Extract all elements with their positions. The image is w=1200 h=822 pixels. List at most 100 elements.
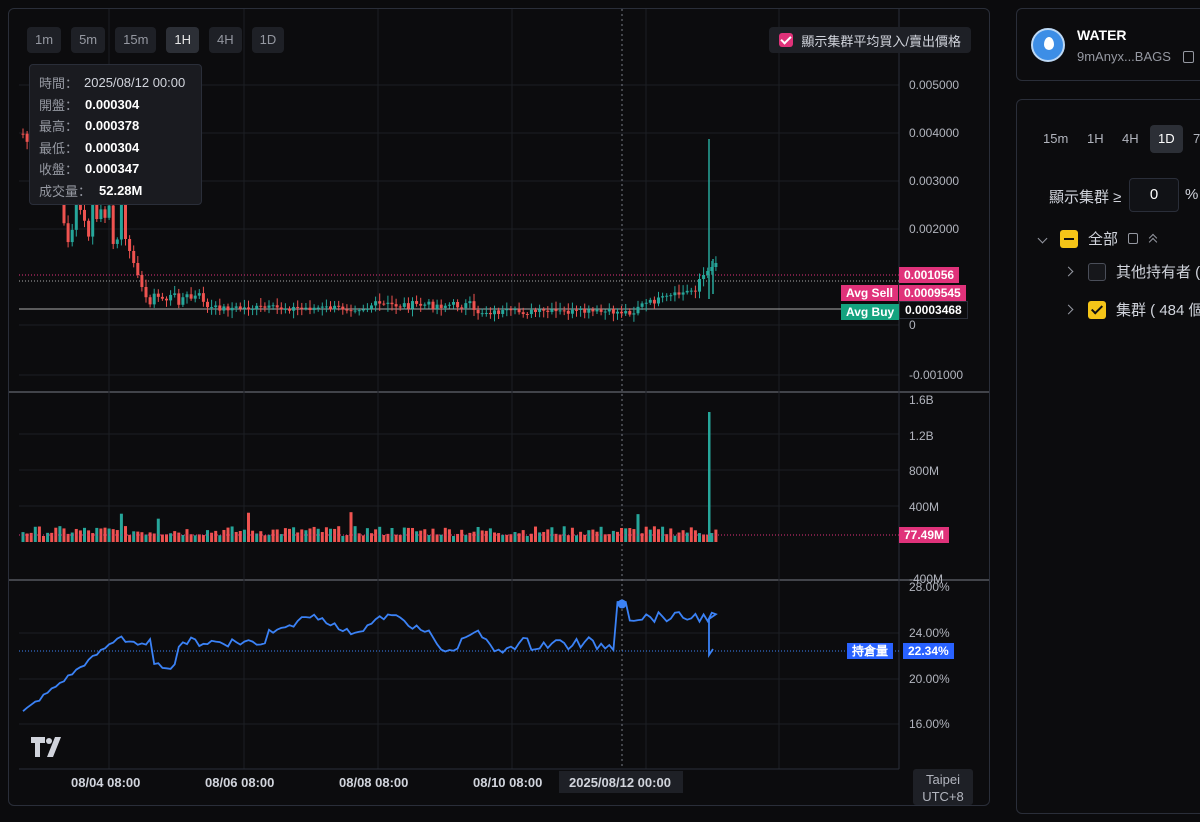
candle-body: [624, 311, 628, 314]
candle-body: [95, 204, 99, 220]
candle-body: [472, 301, 476, 310]
checkbox-checked-icon[interactable]: [779, 33, 794, 47]
candle-body: [661, 296, 665, 298]
candle-body: [173, 293, 177, 295]
volume-axis-label: 400M: [909, 500, 939, 514]
volume-bar: [402, 527, 406, 542]
volume-bar: [169, 533, 173, 542]
chevron-right-icon[interactable]: [1063, 266, 1074, 277]
candle-body: [685, 290, 689, 293]
copy-icon[interactable]: [1128, 233, 1139, 244]
volume-bar: [632, 529, 636, 542]
tf-1h[interactable]: 1H: [166, 27, 200, 53]
volume-bar: [119, 513, 123, 542]
volume-bar: [497, 533, 501, 542]
candle-body: [185, 294, 189, 298]
candle-body: [566, 310, 570, 314]
tf-4h[interactable]: 4H: [209, 27, 242, 53]
tf-1m[interactable]: 1m: [27, 27, 62, 53]
water-drop-icon: [1031, 28, 1065, 62]
right-tf-15m[interactable]: 15m: [1043, 131, 1069, 146]
volume-bar: [160, 534, 164, 542]
volume-bar: [341, 535, 345, 542]
high-label: 最高：: [39, 119, 79, 135]
candle-body: [464, 303, 468, 309]
volume-bar: [714, 529, 718, 542]
tradingview-logo-icon[interactable]: [31, 737, 67, 759]
volume-bar: [296, 532, 300, 542]
candle-body: [456, 302, 460, 308]
volume-bar: [525, 535, 529, 542]
volume-bar: [312, 526, 316, 542]
candle-body: [353, 310, 357, 312]
tf-1d[interactable]: 1D: [251, 27, 285, 53]
candle-body: [144, 287, 148, 298]
candle-body: [308, 307, 312, 311]
volume-bar: [456, 533, 460, 542]
volume-bar: [374, 529, 378, 542]
candle-body: [374, 301, 378, 306]
checkbox-indeterminate-icon[interactable]: [1060, 229, 1078, 248]
right-tf-1d[interactable]: 1D: [1150, 125, 1183, 153]
volume-bar: [706, 534, 710, 542]
candle-body: [103, 209, 107, 218]
holding-axis-label: 20.00%: [909, 672, 950, 686]
candle-body: [242, 307, 246, 309]
chart-panel[interactable]: 0.005000 0.004000 0.003000 0.002000 0 -0.0010…: [8, 8, 990, 806]
volume-bar: [616, 531, 619, 542]
candle-body: [263, 306, 267, 308]
volume-bar: [648, 529, 652, 542]
candle-body: [124, 191, 127, 239]
volume-bar: [140, 532, 144, 542]
checkbox-checked-icon[interactable]: [1088, 300, 1106, 319]
tree-all-row[interactable]: 全部: [1037, 228, 1158, 249]
right-tf-1h[interactable]: 1H: [1087, 131, 1104, 146]
volume-spike-bar: [708, 412, 711, 542]
cluster-filter-input[interactable]: 0: [1129, 178, 1179, 212]
candle-body: [583, 309, 587, 313]
candle-body: [382, 303, 386, 305]
holding-label-tag: 持倉量: [847, 643, 894, 659]
timezone-selector[interactable]: Taipei UTC+8: [913, 769, 973, 805]
volume-bar: [435, 534, 439, 542]
candle-body: [267, 305, 271, 308]
tree-other-holders-label: 其他持有者 (: [1116, 264, 1200, 281]
tree-other-holders-row[interactable]: 其他持有者 (: [1063, 261, 1200, 282]
volume-bar: [386, 533, 390, 542]
volume-bar: [349, 512, 353, 542]
volume-bar: [390, 528, 394, 542]
volume-bar: [177, 532, 181, 542]
volume-bar: [329, 528, 332, 542]
volume-bar: [148, 532, 152, 542]
volume-bar: [337, 526, 341, 542]
checkbox-unchecked-icon[interactable]: [1088, 262, 1106, 281]
tf-5m[interactable]: 5m: [71, 27, 106, 53]
right-tf-4h[interactable]: 4H: [1122, 131, 1139, 146]
candle-body: [300, 307, 304, 309]
chevron-right-icon[interactable]: [1063, 304, 1074, 315]
candle-body: [251, 308, 255, 310]
chart-canvas[interactable]: 0.005000 0.004000 0.003000 0.002000 0 -0.0010…: [9, 9, 990, 806]
copy-icon[interactable]: [1183, 51, 1194, 63]
price-axis-label: -0.001000: [909, 368, 963, 382]
candle-body: [529, 309, 533, 315]
candle-body: [603, 311, 607, 313]
volume-bar: [460, 529, 464, 542]
candle-body: [160, 296, 164, 299]
volume-bar: [111, 529, 115, 542]
volume-bar: [521, 530, 525, 542]
candle-body: [316, 307, 320, 309]
candle-body: [365, 308, 369, 310]
right-tf-7d[interactable]: 7: [1193, 131, 1200, 146]
collapse-up-icon[interactable]: [1148, 234, 1158, 244]
volume-bar: [665, 534, 669, 542]
tf-15m[interactable]: 15m: [115, 27, 157, 53]
cluster-avg-toggle[interactable]: 顯示集群平均買入/賣出價格: [769, 27, 971, 53]
chevron-down-icon[interactable]: [1037, 233, 1048, 244]
volume-bar: [214, 530, 218, 542]
tree-clusters-row[interactable]: 集群 ( 484 個: [1063, 299, 1200, 320]
volume-axis-label: -400M: [909, 572, 943, 586]
volume-bar: [480, 530, 484, 542]
volume-bar: [21, 532, 25, 542]
volume-bar: [575, 535, 578, 542]
